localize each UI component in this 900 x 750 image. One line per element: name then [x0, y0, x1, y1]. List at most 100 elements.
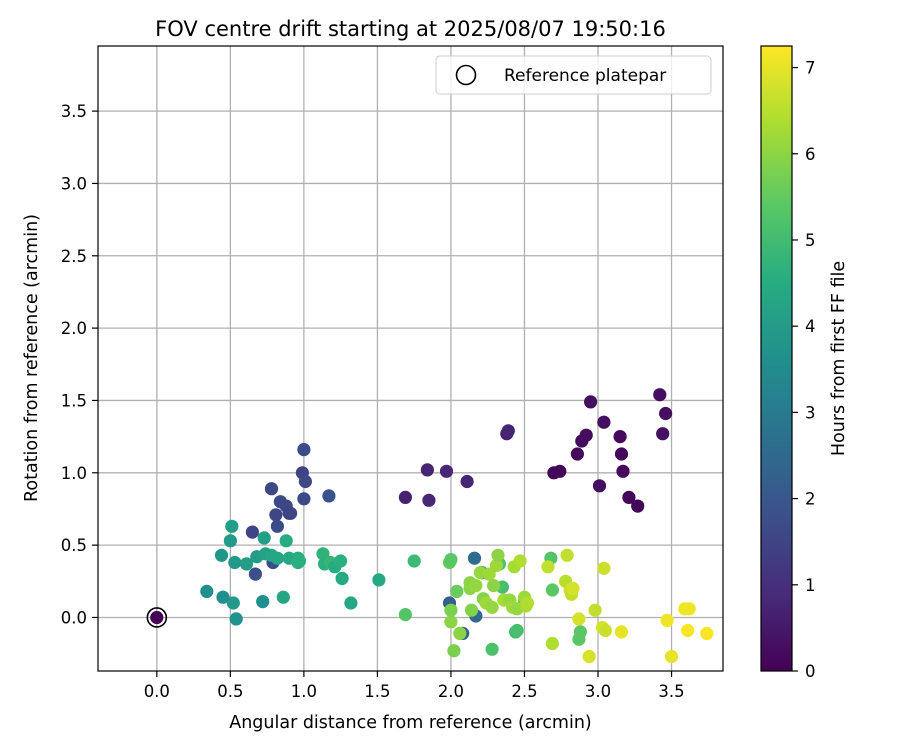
- colorbar-tick-label-3: 3: [805, 403, 816, 422]
- x-tick-label-0: 0.0: [144, 682, 170, 701]
- data-point-52: [239, 557, 254, 571]
- data-point-103: [491, 548, 505, 562]
- y-axis-label: Rotation from reference (arcmin): [22, 214, 42, 502]
- data-point-46: [216, 590, 230, 604]
- y-tick-label-0: 0.0: [61, 608, 87, 627]
- data-point-112: [520, 596, 535, 610]
- data-point-86: [485, 642, 499, 656]
- colorbar-tick-label-4: 4: [805, 317, 816, 336]
- x-tick-label-4: 2.0: [438, 682, 464, 701]
- data-point-54: [256, 595, 270, 609]
- data-point-7: [592, 479, 607, 493]
- data-point-59: [276, 590, 290, 604]
- data-point-25: [248, 567, 262, 581]
- data-point-90: [450, 584, 464, 599]
- data-point-114: [545, 636, 560, 651]
- data-point-17: [398, 490, 412, 504]
- data-point-21: [460, 474, 474, 489]
- data-point-130: [681, 623, 695, 638]
- data-point-19: [422, 493, 436, 507]
- data-point-36: [297, 492, 311, 506]
- data-point-116: [560, 548, 574, 562]
- data-point-131: [682, 602, 696, 616]
- data-point-101: [487, 579, 501, 593]
- x-tick-label-5: 2.5: [511, 682, 537, 701]
- data-point-49: [226, 596, 240, 610]
- data-point-69: [334, 554, 348, 568]
- data-point-60: [279, 534, 293, 548]
- data-point-89: [447, 644, 461, 658]
- data-point-10: [614, 447, 629, 461]
- data-point-8: [597, 415, 611, 429]
- data-point-95: [469, 579, 483, 593]
- data-point-0: [150, 610, 164, 625]
- colorbar: [760, 45, 793, 672]
- data-point-73: [398, 608, 412, 622]
- x-axis-ticks: 0.0 0.5 1.0 1.5 2.0 2.5 3.0 3.5: [144, 671, 685, 701]
- data-point-51: [229, 612, 243, 626]
- data-point-37: [298, 474, 312, 489]
- data-point-85: [573, 625, 588, 639]
- data-point-48: [225, 519, 239, 533]
- data-point-18: [420, 463, 434, 477]
- x-axis-label: Angular distance from reference (arcmin): [229, 713, 592, 733]
- data-point-23: [501, 424, 515, 438]
- colorbar-tick-label-6: 6: [805, 145, 816, 164]
- data-point-72: [372, 573, 386, 587]
- data-point-33: [284, 506, 298, 520]
- data-point-122: [588, 603, 602, 617]
- y-tick-label-3: 1.5: [61, 391, 87, 410]
- data-point-127: [660, 613, 674, 628]
- data-point-125: [598, 623, 613, 638]
- data-point-12: [622, 490, 636, 504]
- data-point-13: [631, 499, 645, 513]
- data-point-14: [653, 388, 667, 402]
- y-tick-label-1: 0.5: [61, 536, 87, 555]
- data-point-113: [541, 560, 555, 574]
- data-point-126: [614, 625, 629, 639]
- y-tick-label-5: 2.5: [61, 247, 87, 266]
- legend-label: Reference platepar: [504, 66, 666, 86]
- data-point-6: [584, 395, 598, 409]
- x-tick-label-6: 3.0: [585, 682, 611, 701]
- data-point-5: [579, 428, 593, 442]
- data-point-38: [322, 489, 336, 503]
- data-point-88: [444, 603, 458, 617]
- data-point-11: [616, 464, 630, 478]
- data-point-65: [316, 547, 330, 561]
- colorbar-label: Hours from first FF file: [829, 261, 849, 456]
- chart-title: FOV centre drift starting at 2025/08/07 …: [155, 17, 666, 41]
- data-point-128: [664, 649, 679, 664]
- data-points: [150, 388, 714, 664]
- x-tick-label-7: 3.5: [658, 682, 684, 701]
- colorbar-tick-label-7: 7: [805, 59, 816, 78]
- y-tick-label-2: 1.0: [61, 464, 87, 483]
- data-point-41: [467, 551, 482, 565]
- legend: Reference platepar: [435, 55, 712, 95]
- legend-box: [435, 55, 712, 95]
- data-point-76: [444, 553, 458, 567]
- y-tick-label-4: 2.0: [61, 319, 87, 338]
- data-point-80: [510, 623, 524, 638]
- y-tick-label-6: 3.0: [61, 174, 87, 193]
- reference-platepar-marker: [146, 607, 168, 628]
- data-point-58: [270, 551, 284, 565]
- colorbar-ticks: 0 1 2 3 4 5 6 7: [792, 59, 816, 681]
- data-point-99: [482, 567, 496, 581]
- colorbar-tick-label-5: 5: [805, 231, 816, 250]
- y-tick-label-7: 3.5: [61, 102, 87, 121]
- data-point-9: [613, 430, 627, 444]
- data-point-74: [407, 554, 421, 568]
- data-point-45: [214, 548, 229, 562]
- data-point-87: [444, 615, 458, 629]
- data-point-124: [597, 561, 611, 575]
- data-point-35: [297, 443, 311, 457]
- data-point-3: [570, 447, 585, 461]
- data-point-47: [223, 534, 237, 548]
- data-point-15: [656, 427, 670, 441]
- data-point-100: [485, 600, 499, 614]
- data-point-91: [453, 626, 467, 641]
- data-point-70: [335, 571, 349, 586]
- data-point-132: [700, 626, 714, 641]
